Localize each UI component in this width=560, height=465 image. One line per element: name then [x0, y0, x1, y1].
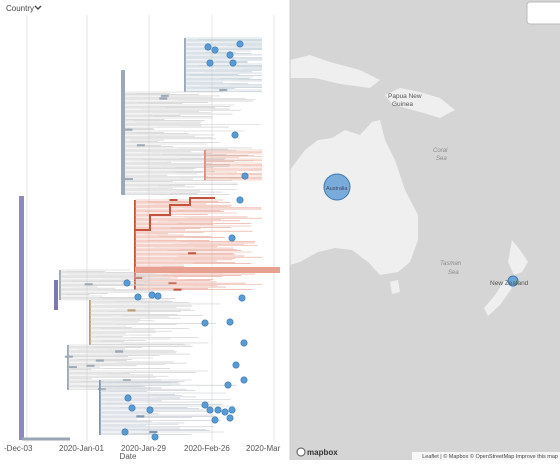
- tip: [228, 234, 236, 242]
- filter-label[interactable]: Country: [6, 4, 34, 13]
- branch: [68, 366, 77, 369]
- tip: [238, 294, 246, 302]
- tip: [211, 416, 219, 424]
- branch: [173, 288, 182, 291]
- attribution: Leaflet | © Mapbox © OpenStreetMap Impro…: [422, 453, 558, 460]
- tip: [121, 428, 129, 436]
- australia-land: [290, 120, 418, 275]
- tip: [211, 46, 219, 54]
- tip: [206, 406, 214, 414]
- nz-land: [484, 240, 528, 316]
- branch: [188, 252, 197, 255]
- axis: Date -Dec-03 2020-Jan-01 2020-Jan-29 2020-F…: [4, 444, 281, 461]
- tip: [232, 361, 240, 369]
- dropdown-caret[interactable]: [34, 5, 42, 10]
- branch: [84, 283, 93, 286]
- branch: [64, 355, 73, 358]
- map-label: Sea: [436, 156, 447, 162]
- tip: [236, 196, 244, 204]
- png-land: [385, 88, 455, 118]
- country-filter[interactable]: Country: [6, 4, 42, 13]
- tip: [226, 414, 234, 422]
- branch: [19, 196, 24, 440]
- branch: [95, 359, 104, 362]
- map: Papua New Guinea Coral Sea Tasman Sea Ne…: [290, 0, 560, 460]
- zoom-control[interactable]: [526, 1, 560, 25]
- tip: [221, 408, 229, 416]
- tip: [146, 406, 154, 414]
- logo-text: mapbox: [307, 448, 338, 457]
- branch: [127, 309, 136, 312]
- axis-tick-label: 2020-Jan-01: [59, 444, 104, 453]
- map-label: Coral: [433, 148, 448, 154]
- logo-icon: [296, 447, 306, 457]
- tip: [206, 59, 214, 67]
- tip: [201, 319, 209, 327]
- branch: [135, 197, 215, 231]
- axis-label: Date: [120, 452, 137, 460]
- axis-tick-label: 2020-Feb-26: [184, 444, 230, 453]
- map-label: Sea: [448, 270, 459, 276]
- tip: [226, 318, 234, 326]
- branch: [136, 144, 145, 147]
- branch: [115, 350, 124, 353]
- tip: [151, 433, 159, 441]
- tip: [240, 376, 248, 384]
- tip: [154, 292, 162, 300]
- branch: [124, 128, 133, 131]
- map-label: Australia: [326, 186, 348, 192]
- map-label: Guinea: [392, 101, 413, 108]
- branch: [219, 89, 228, 91]
- tip: [224, 381, 232, 389]
- map-label: New Zealand: [490, 280, 529, 287]
- tree: [19, 15, 280, 442]
- attribution-bg: [412, 452, 560, 460]
- tip: [201, 401, 209, 409]
- tip: [214, 406, 222, 414]
- branch: [160, 94, 169, 97]
- mapbox-logo: mapbox: [296, 447, 338, 457]
- tip: [204, 43, 212, 51]
- axis-tick-label: 2020-Jan-29: [121, 444, 166, 453]
- branch: [149, 431, 158, 433]
- axis-tick-label: 2020-Mar: [246, 444, 281, 453]
- tip: [241, 172, 249, 180]
- branch: [125, 178, 134, 181]
- branch: [54, 280, 58, 310]
- branch: [159, 97, 168, 100]
- indonesia-land: [290, 55, 380, 88]
- tip: [124, 394, 132, 402]
- tip: [148, 291, 156, 299]
- map-label: Papua New: [388, 93, 422, 100]
- tip: [228, 406, 236, 414]
- tip: [229, 59, 237, 67]
- tip: [123, 279, 131, 287]
- tip: [226, 51, 234, 59]
- tip: [236, 40, 244, 48]
- tip: [240, 339, 248, 347]
- tip: [134, 293, 142, 301]
- branch: [136, 415, 145, 418]
- location-circle[interactable]: [323, 173, 351, 201]
- branch: [169, 199, 178, 201]
- location-circle[interactable]: [507, 275, 519, 287]
- tip: [231, 131, 239, 139]
- tip: [128, 404, 136, 412]
- map-label: Tasman: [440, 261, 462, 267]
- tasmania-land: [390, 280, 400, 294]
- zoom-box[interactable]: [526, 1, 560, 25]
- axis-tick-label: -Dec-03: [4, 444, 33, 453]
- branch: [86, 364, 95, 367]
